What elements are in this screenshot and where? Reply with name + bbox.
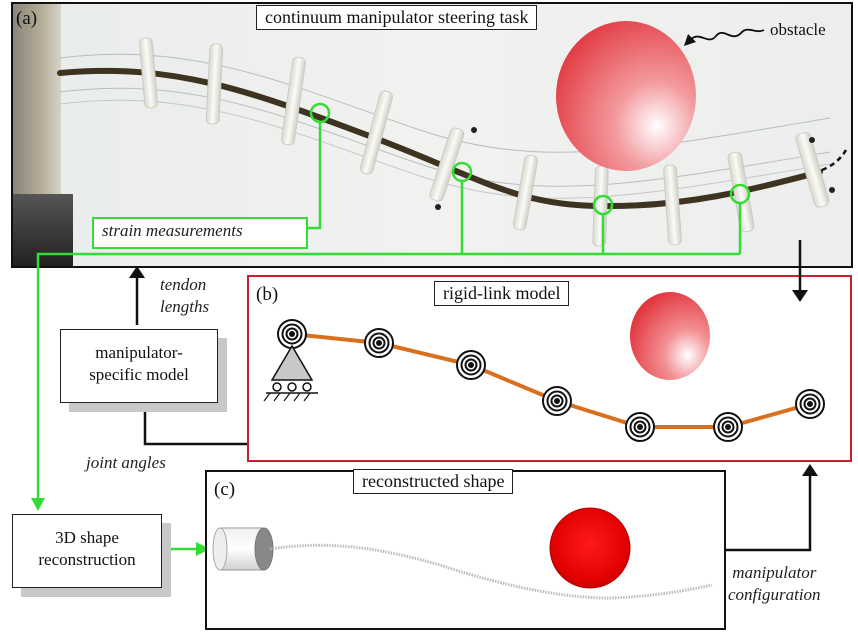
panel-b-title: rigid-link model <box>434 281 570 306</box>
panel-c <box>205 470 726 630</box>
obstacle-photo <box>556 21 696 171</box>
spacer-disc <box>359 90 393 175</box>
joint-angles-label: joint angles <box>86 453 166 472</box>
screw <box>809 137 815 143</box>
arrow-b-to-model <box>143 408 247 446</box>
strain-measurements-label: strain measurements <box>102 221 243 240</box>
spacer-disc <box>205 43 224 125</box>
spacer-disc <box>663 164 682 246</box>
joint <box>713 412 743 442</box>
pipeline-arrows <box>135 240 812 552</box>
joint <box>542 386 572 416</box>
arrowhead-up <box>802 464 818 476</box>
green-arrow-to-c <box>166 542 210 556</box>
arrowhead-up <box>129 266 145 278</box>
obstacle-pointer-squiggle <box>689 28 765 41</box>
joint <box>795 389 825 419</box>
obstacle-reconstructed <box>549 507 631 589</box>
green-arrowhead-down <box>31 498 45 511</box>
arrowhead-down <box>792 290 808 302</box>
manipulator-configuration-line1: manipulator <box>732 563 817 582</box>
arrow-c-to-b <box>724 474 812 552</box>
joints <box>277 319 825 442</box>
tendon-lengths-line2: lengths <box>160 297 210 316</box>
strain-leader-lines <box>36 122 742 505</box>
panel-b-tag: (b) <box>256 284 279 305</box>
screw <box>435 204 441 210</box>
cylinder-base-icon <box>212 527 274 571</box>
spacer-discs <box>138 37 830 247</box>
manipulator-configuration-label: manipulator configuration <box>728 562 821 606</box>
backbone-rod <box>57 67 823 210</box>
obstacle-model <box>630 292 710 380</box>
strain-measurements-box: strain measurements <box>92 217 308 249</box>
shape-reconstruction-box: 3D shape reconstruction <box>12 514 162 588</box>
tendon-lengths-label: tendon lengths <box>160 274 209 318</box>
joint <box>625 412 655 442</box>
screws <box>435 127 835 210</box>
spacer-disc <box>795 132 830 208</box>
screw <box>471 127 477 133</box>
spacer-disc <box>281 56 306 146</box>
obstacle-pointer-arrowhead <box>684 34 696 46</box>
backbone-dashed-tip <box>821 149 848 172</box>
joint <box>456 350 486 380</box>
manipulator-model-box: manipulator- specific model <box>60 329 218 403</box>
panel-a-tag: (a) <box>16 8 38 29</box>
tendon-lengths-line1: tendon <box>160 275 207 294</box>
joint <box>364 328 394 358</box>
strain-to-box-line <box>305 218 322 230</box>
reconstructed-curve <box>269 543 713 600</box>
shape-reconstruction-line2: reconstruction <box>38 550 136 569</box>
manipulator-configuration-line2: configuration <box>728 585 821 604</box>
panel-b <box>247 275 852 462</box>
manipulator-model-line2: specific model <box>89 365 189 384</box>
screw <box>829 187 835 193</box>
strain-bus-line <box>36 252 740 505</box>
pin-support-icon <box>263 344 318 402</box>
spacer-disc <box>512 154 538 231</box>
panel-c-tag: (c) <box>214 479 236 500</box>
spacer-disc <box>138 37 159 109</box>
shape-reconstruction-line1: 3D shape <box>55 528 119 547</box>
panel-c-title: reconstructed shape <box>353 469 514 494</box>
manipulator-model-line1: manipulator- <box>95 343 183 362</box>
obstacle-label: obstacle <box>770 20 826 39</box>
panel-a-title: continuum manipulator steering task <box>256 5 538 30</box>
joint-base <box>277 319 307 349</box>
